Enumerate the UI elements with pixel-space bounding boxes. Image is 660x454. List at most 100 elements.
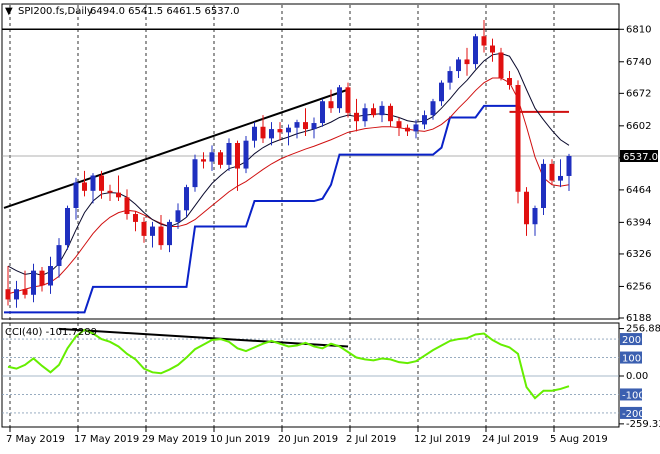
y-tick-label: 6464 bbox=[626, 185, 651, 196]
candle-body bbox=[405, 127, 410, 132]
candle-body bbox=[192, 159, 198, 188]
candle-body bbox=[473, 36, 478, 65]
cci-y-tick-label: 0.00 bbox=[626, 371, 648, 382]
cci-level-tag bbox=[620, 333, 642, 346]
candle-body bbox=[201, 159, 206, 162]
candle-body bbox=[558, 175, 563, 181]
cci-level-tag bbox=[620, 406, 642, 419]
candle-body bbox=[175, 210, 181, 222]
candle-body bbox=[524, 191, 529, 225]
candle-body bbox=[337, 87, 342, 109]
candle-body bbox=[269, 129, 274, 139]
candle-body bbox=[345, 87, 351, 113]
y-tick-label: 6602 bbox=[626, 121, 651, 132]
x-tick-label: 24 Jul 2019 bbox=[482, 434, 539, 445]
candle-body bbox=[31, 270, 36, 295]
candle-body bbox=[439, 82, 444, 102]
y-tick-label: 6326 bbox=[626, 249, 651, 260]
chart-header-arrow: ▼ bbox=[5, 6, 13, 17]
candle-body bbox=[116, 192, 121, 198]
y-tick-label: 6256 bbox=[626, 281, 651, 292]
candle-body bbox=[532, 207, 538, 225]
x-tick-label: 12 Jul 2019 bbox=[414, 434, 471, 445]
candle-body bbox=[158, 226, 164, 246]
cci-y-tick-label: 100 bbox=[622, 354, 641, 365]
candle-body bbox=[294, 122, 300, 128]
cci-line bbox=[7, 328, 570, 400]
candle-body bbox=[277, 129, 283, 133]
cci-y-tick-label: 256.8823 bbox=[626, 324, 660, 335]
candle-body bbox=[226, 143, 232, 165]
candle-body bbox=[388, 105, 393, 122]
cci-y-tick-label: 200 bbox=[622, 335, 641, 346]
price-layer bbox=[2, 20, 619, 314]
candle-body bbox=[14, 289, 19, 300]
cci-y-tick-label: -259.3301 bbox=[626, 419, 660, 430]
cci-panel-frame bbox=[1, 322, 620, 428]
last-price-tag bbox=[620, 150, 658, 163]
candle-body bbox=[430, 101, 436, 116]
last-price-label: 6537.0 bbox=[623, 152, 658, 163]
candle-body bbox=[396, 121, 402, 128]
cci-indicator-label: CCI(40) -101.7289 bbox=[5, 327, 97, 338]
candle-body bbox=[141, 221, 147, 236]
candle-body bbox=[328, 101, 334, 109]
candle-body bbox=[39, 270, 45, 286]
candle-body bbox=[209, 152, 215, 162]
candle-body bbox=[481, 36, 487, 46]
candle-body bbox=[371, 108, 376, 116]
candle-body bbox=[566, 156, 572, 176]
candle-body bbox=[150, 226, 155, 236]
cci-layer bbox=[2, 327, 619, 414]
x-tick-label: 5 Aug 2019 bbox=[550, 434, 608, 445]
candle-body bbox=[498, 52, 504, 79]
candle-body bbox=[48, 266, 53, 286]
cci-y-tick-label: -100 bbox=[622, 390, 645, 401]
candle-body bbox=[218, 152, 223, 165]
candle-body bbox=[362, 108, 368, 122]
y-tick-label: 6810 bbox=[626, 24, 651, 35]
x-tick-label: 2 Jul 2019 bbox=[346, 434, 396, 445]
candle-body bbox=[286, 127, 291, 133]
y-tick-label: 6740 bbox=[626, 57, 651, 68]
candle-body bbox=[22, 289, 28, 295]
x-tick-label: 20 Jun 2019 bbox=[278, 434, 338, 445]
cci-trendline bbox=[58, 327, 349, 348]
candle-body bbox=[354, 112, 359, 122]
slow-ma-line bbox=[7, 77, 570, 295]
price-trendline bbox=[3, 88, 349, 209]
candle-body bbox=[235, 143, 240, 169]
candle-body bbox=[549, 163, 555, 181]
x-tick-label: 29 May 2019 bbox=[142, 434, 207, 445]
candle-body bbox=[379, 105, 385, 116]
candle-body bbox=[490, 45, 495, 53]
axis-layer: 7 May 2019 17 May 2019 29 May 2019 10 Jun 2… bbox=[6, 24, 660, 445]
candle-body bbox=[260, 126, 266, 139]
x-tick-label: 10 Jun 2019 bbox=[210, 434, 270, 445]
chart-symbol-label: SPI200.fs,Daily bbox=[18, 6, 93, 17]
y-tick-label: 6188 bbox=[626, 313, 651, 324]
x-tick-label: 7 May 2019 bbox=[6, 434, 65, 445]
candle-body bbox=[252, 126, 257, 141]
candle-body bbox=[82, 182, 87, 191]
candle-body bbox=[107, 190, 113, 193]
candle-body bbox=[243, 140, 249, 169]
cci-level-tag bbox=[620, 388, 642, 401]
x-tick-label: 17 May 2019 bbox=[74, 434, 139, 445]
cci-y-tick-label: -200 bbox=[622, 409, 645, 420]
candle-body bbox=[124, 197, 130, 215]
candle-body bbox=[422, 115, 427, 125]
candle-body bbox=[413, 124, 419, 132]
candle-body bbox=[447, 71, 453, 83]
candle-body bbox=[541, 163, 546, 208]
candle-body bbox=[311, 123, 317, 130]
candle-body bbox=[133, 214, 138, 222]
candle-body bbox=[73, 182, 79, 208]
candle-body bbox=[456, 59, 461, 72]
candle-body bbox=[515, 84, 521, 192]
chart-ohlc-label: 6494.0 6541.5 6461.5 6537.0 bbox=[90, 6, 240, 17]
candle-body bbox=[507, 78, 512, 85]
candle-body bbox=[167, 221, 172, 246]
